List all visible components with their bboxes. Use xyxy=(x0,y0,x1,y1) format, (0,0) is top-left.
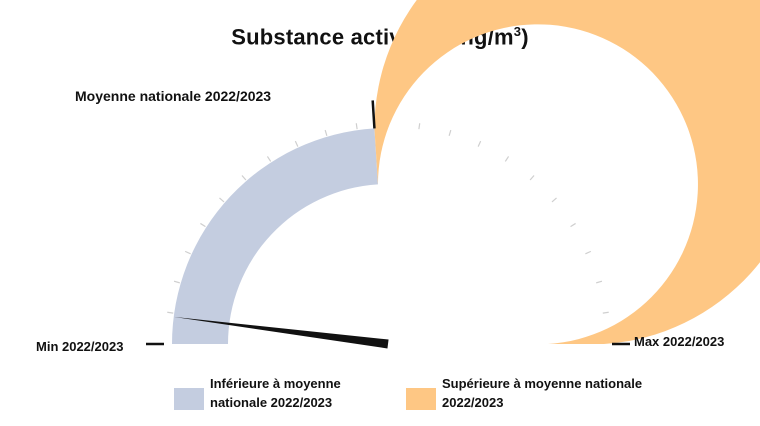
gauge-tick xyxy=(596,280,603,284)
gauge-tick xyxy=(266,156,272,162)
gauge-tick xyxy=(184,250,191,255)
legend-swatch-above xyxy=(406,388,436,410)
legend-label-below-line1: Inférieure à moyenne xyxy=(210,376,341,391)
max-label: Max 2022/2023 xyxy=(634,334,724,349)
gauge-tick xyxy=(200,222,206,228)
gauge-tick xyxy=(355,123,358,130)
gauge-tick xyxy=(219,197,225,203)
gauge-tick xyxy=(504,156,510,162)
legend-label-above-line2: 2022/2023 xyxy=(442,395,504,410)
reference-label: Moyenne nationale 2022/2023 xyxy=(75,88,271,104)
gauge-tick xyxy=(477,140,482,147)
chart-title-superscript: 3 xyxy=(513,24,522,39)
gauge-tick xyxy=(448,129,452,136)
gauge-tick xyxy=(570,222,576,228)
gauge-segment-above xyxy=(374,0,760,344)
gauge-needle xyxy=(173,316,389,349)
min-label: Min 2022/2023 xyxy=(36,339,123,354)
gauge-tick xyxy=(324,129,328,136)
gauge-tick xyxy=(418,123,421,130)
gauge-tick xyxy=(241,175,247,181)
gauge-tick xyxy=(167,311,174,314)
chart-title-suffix: ) xyxy=(521,24,529,50)
gauge-tick xyxy=(529,175,535,181)
gauge-tick xyxy=(585,250,592,255)
gauge-tick xyxy=(551,197,557,203)
legend-label-below: Inférieure à moyenne nationale 2022/2023 xyxy=(210,374,510,412)
gauge-tick xyxy=(602,311,609,314)
gauge-segment-below xyxy=(172,128,378,344)
legend-label-above: Supérieure à moyenne nationale 2022/2023 xyxy=(442,374,742,412)
legend-label-above-line1: Supérieure à moyenne nationale xyxy=(442,376,643,391)
legend-label-below-line2: nationale 2022/2023 xyxy=(210,395,333,410)
reference-marker xyxy=(371,100,376,129)
legend-swatch-below xyxy=(174,388,204,410)
gauge-tick xyxy=(173,280,180,284)
gauge-tick xyxy=(294,140,299,147)
